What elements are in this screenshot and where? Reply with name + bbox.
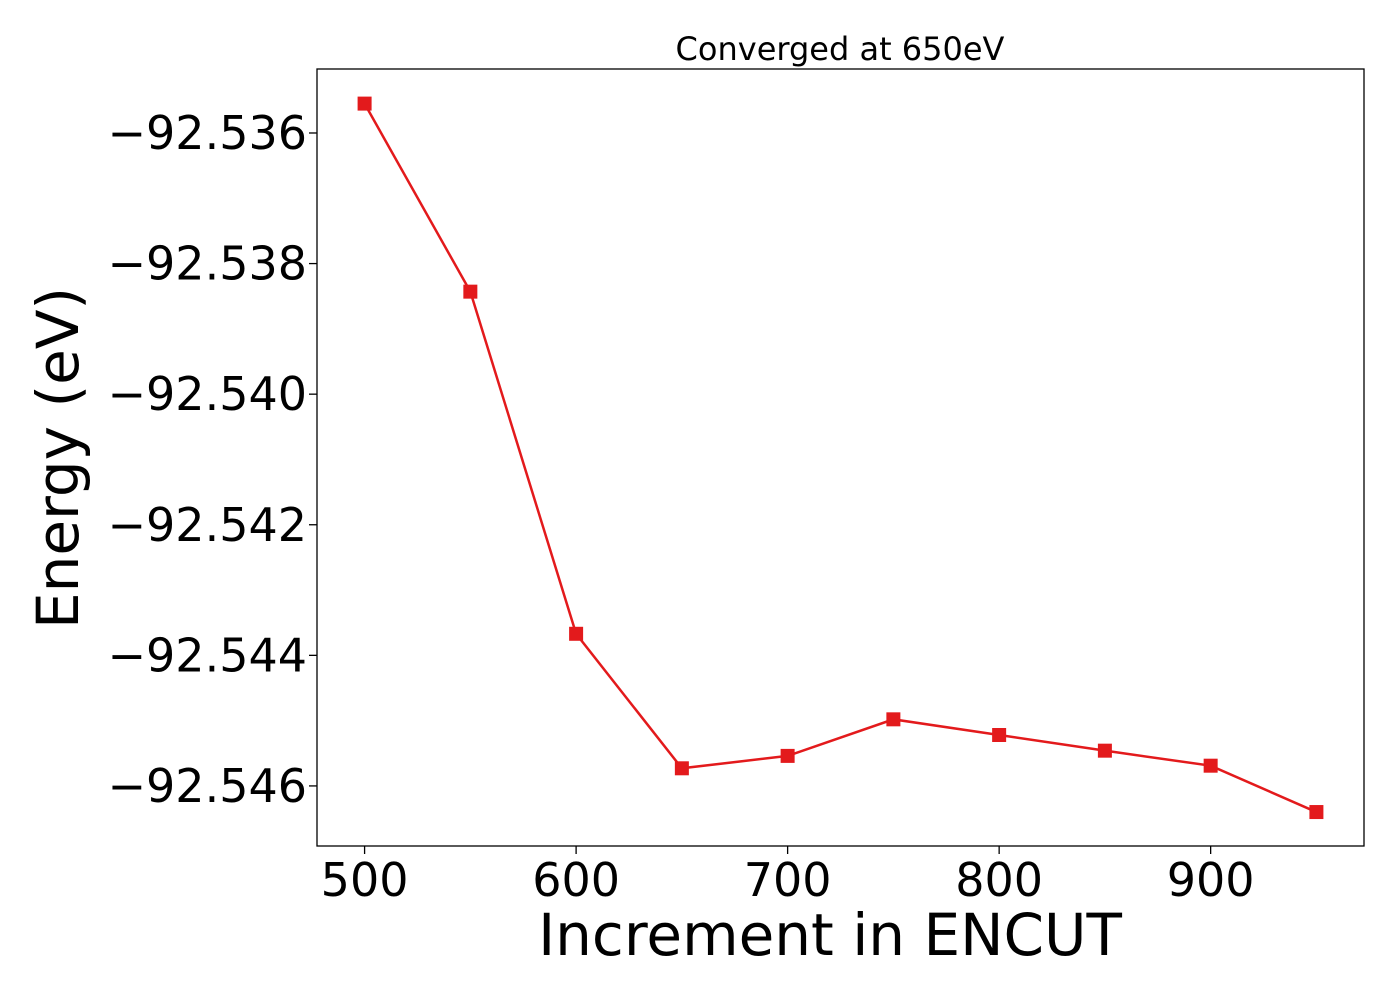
x-tick-label: 800 <box>955 853 1043 907</box>
x-tick-label: 600 <box>532 853 620 907</box>
y-tick-label: −92.546 <box>108 759 308 813</box>
y-axis: −92.536 −92.538 −92.540 −92.542 −92.544 −92.5… <box>108 106 317 813</box>
data-point-marker <box>886 712 901 727</box>
data-point-marker <box>992 728 1007 742</box>
chart-title: Converged at 650eV <box>676 30 1005 68</box>
data-point-marker <box>780 748 795 763</box>
x-axis: 500 600 700 800 900 <box>321 846 1255 907</box>
y-tick-label: −92.538 <box>108 237 308 291</box>
x-tick-label: 500 <box>321 853 409 907</box>
y-axis-label: Energy (eV) <box>24 287 92 629</box>
y-tick-label: −92.536 <box>108 106 308 160</box>
data-point-marker <box>357 96 372 111</box>
y-tick-label: −92.542 <box>108 498 308 552</box>
data-point-marker <box>569 626 584 641</box>
y-tick-label: −92.544 <box>108 628 308 682</box>
plot-area-frame <box>316 68 1365 847</box>
x-axis-label: Increment in ENCUT <box>538 901 1122 969</box>
x-tick-label: 700 <box>744 853 832 907</box>
y-tick-label: −92.540 <box>108 367 308 421</box>
data-point-marker <box>674 761 689 776</box>
data-point-marker <box>463 284 478 299</box>
data-point-marker <box>1097 743 1112 758</box>
data-point-marker <box>1309 805 1324 820</box>
data-point-marker <box>1203 758 1218 773</box>
x-tick-label: 900 <box>1167 853 1255 907</box>
series-layer <box>357 96 1324 820</box>
series-line <box>363 102 1317 814</box>
